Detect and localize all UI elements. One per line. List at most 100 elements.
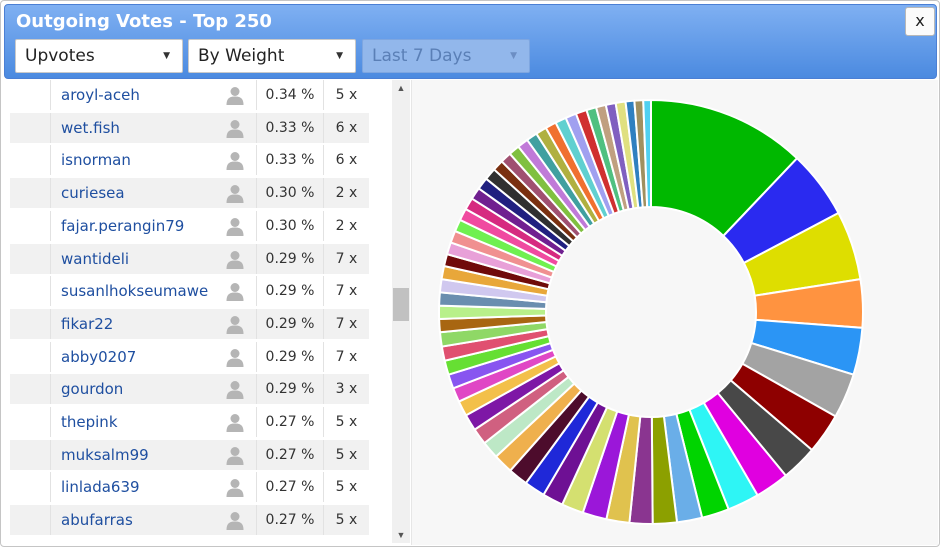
table-row: fikar22 0.29 % 7 x — [10, 308, 369, 339]
vote-count: 6 x — [335, 119, 358, 136]
row-rank-cell — [10, 178, 51, 209]
vote-percent: 0.27 % — [256, 472, 324, 503]
vote-count: 7 x — [335, 315, 358, 332]
username-link[interactable]: curiesea — [61, 184, 125, 203]
table-row: gourdon 0.29 % 3 x — [10, 374, 369, 405]
username-link[interactable]: fajar.perangin79 — [61, 216, 185, 235]
row-rank-cell — [10, 407, 51, 437]
user-icon — [226, 283, 244, 302]
table-row: wet.fish 0.33 % 6 x — [10, 112, 369, 143]
period-value: Last 7 Days — [372, 46, 472, 66]
row-rank-cell — [10, 505, 51, 536]
user-icon — [226, 152, 244, 171]
table-row: curiesea 0.30 % 2 x — [10, 178, 369, 209]
scroll-thumb[interactable] — [393, 288, 409, 321]
vote-count: 7 x — [335, 283, 358, 300]
user-icon — [226, 512, 244, 531]
dialog-title: Outgoing Votes - Top 250 — [16, 11, 272, 32]
user-icon — [226, 315, 244, 334]
sort-value: By Weight — [198, 46, 285, 66]
vote-percent: 0.27 % — [256, 407, 324, 437]
scroll-up-icon[interactable]: ▲ — [396, 83, 406, 93]
list-scrollbar[interactable]: ▲ ▼ — [392, 80, 410, 543]
vote-percent: 0.27 % — [256, 439, 324, 470]
table-row: susanlhokseumawe 0.29 % 7 x — [10, 276, 369, 307]
username-link[interactable]: muksalm99 — [61, 445, 149, 464]
row-rank-cell — [10, 341, 51, 372]
vote-percent: 0.29 % — [256, 308, 324, 339]
vote-count: 2 x — [335, 185, 358, 202]
user-icon — [226, 348, 244, 367]
dialog-titlebar: Outgoing Votes - Top 250 x Upvotes ▼ By … — [4, 4, 937, 79]
period-select[interactable]: Last 7 Days ▼ — [362, 39, 530, 73]
vote-percent: 0.29 % — [256, 374, 324, 405]
vote-count: 7 x — [335, 250, 358, 267]
chevron-down-icon: ▼ — [510, 51, 517, 61]
row-rank-cell — [10, 374, 51, 405]
username-link[interactable]: wet.fish — [61, 118, 120, 137]
row-rank-cell — [10, 439, 51, 470]
vote-type-value: Upvotes — [25, 46, 95, 66]
vote-count: 5 x — [335, 87, 358, 103]
user-icon — [226, 119, 244, 138]
donut-slice-61[interactable] — [642, 98, 652, 209]
username-link[interactable]: susanlhokseumawe — [61, 282, 209, 301]
vote-count: 6 x — [335, 152, 358, 169]
user-icon — [226, 217, 244, 236]
vote-percent: 0.29 % — [256, 276, 324, 307]
row-rank-cell — [10, 276, 51, 307]
user-icon — [226, 87, 244, 105]
table-row: thepink 0.27 % 5 x — [10, 407, 369, 437]
user-icon — [226, 381, 244, 400]
table-row: linlada639 0.27 % 5 x — [10, 472, 369, 503]
vote-percent: 0.33 % — [256, 145, 324, 176]
vote-percent: 0.29 % — [256, 243, 324, 274]
vote-count: 7 x — [335, 348, 358, 365]
vote-percent: 0.29 % — [256, 341, 324, 372]
vote-percent: 0.30 % — [256, 178, 324, 209]
vote-count: 5 x — [335, 414, 358, 430]
table-row: fajar.perangin79 0.30 % 2 x — [10, 210, 369, 241]
chart-panel — [411, 80, 938, 545]
vote-type-select[interactable]: Upvotes ▼ — [15, 39, 183, 73]
close-button[interactable]: x — [905, 7, 935, 36]
username-link[interactable]: gourdon — [61, 380, 124, 399]
scroll-down-icon[interactable]: ▼ — [396, 530, 406, 540]
table-row: aroyl-aceh 0.34 % 5 x — [10, 80, 369, 110]
row-rank-cell — [10, 80, 51, 110]
user-icon — [226, 414, 244, 432]
row-rank-cell — [10, 472, 51, 503]
user-icon — [226, 479, 244, 498]
table-row: isnorman 0.33 % 6 x — [10, 145, 369, 176]
sort-select[interactable]: By Weight ▼ — [188, 39, 356, 73]
vote-count: 2 x — [335, 217, 358, 234]
table-row: muksalm99 0.27 % 5 x — [10, 439, 369, 470]
chevron-down-icon: ▼ — [163, 51, 170, 61]
vote-percent: 0.30 % — [256, 210, 324, 241]
vote-share-donut-chart — [438, 98, 864, 526]
username-link[interactable]: aroyl-aceh — [61, 86, 140, 104]
vote-percent: 0.27 % — [256, 505, 324, 536]
user-icon — [226, 250, 244, 269]
username-link[interactable]: thepink — [61, 413, 118, 431]
row-rank-cell — [10, 210, 51, 241]
chevron-down-icon: ▼ — [336, 51, 343, 61]
table-row: wantideli 0.29 % 7 x — [10, 243, 369, 274]
username-link[interactable]: wantideli — [61, 249, 130, 268]
vote-count: 5 x — [335, 479, 358, 496]
user-icon — [226, 185, 244, 204]
username-link[interactable]: fikar22 — [61, 314, 114, 333]
row-rank-cell — [10, 145, 51, 176]
row-rank-cell — [10, 112, 51, 143]
username-link[interactable]: linlada639 — [61, 478, 140, 497]
voter-list: aroyl-aceh 0.34 % 5 x wet.fish 0.33 % 6 x isno… — [10, 80, 369, 542]
vote-count: 3 x — [335, 381, 358, 398]
username-link[interactable]: isnorman — [61, 151, 131, 170]
table-row: abufarras 0.27 % 5 x — [10, 505, 369, 536]
username-link[interactable]: abufarras — [61, 511, 133, 530]
table-row: abby0207 0.29 % 7 x — [10, 341, 369, 372]
row-rank-cell — [10, 243, 51, 274]
username-link[interactable]: abby0207 — [61, 347, 137, 366]
vote-percent: 0.34 % — [256, 80, 324, 110]
